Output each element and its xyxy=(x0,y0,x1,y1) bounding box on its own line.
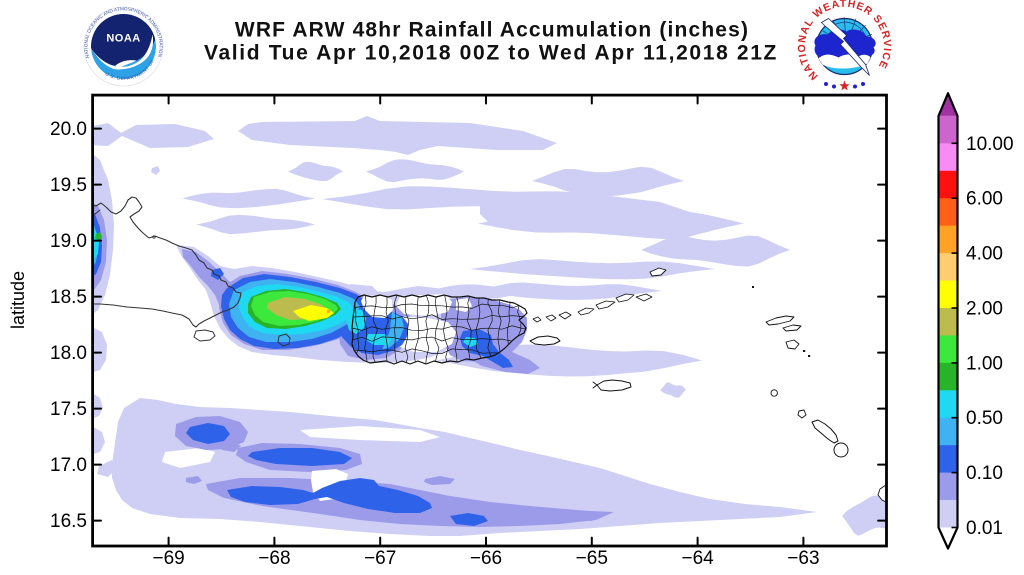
svg-text:17.0: 17.0 xyxy=(50,455,87,476)
svg-text:0.01: 0.01 xyxy=(966,518,1003,539)
svg-text:−63: −63 xyxy=(787,548,819,569)
svg-text:Valid Tue Apr 10,2018 00Z to W: Valid Tue Apr 10,2018 00Z to Wed Apr 11,… xyxy=(204,42,778,65)
svg-text:10.00: 10.00 xyxy=(966,134,1014,155)
svg-text:6.00: 6.00 xyxy=(966,189,1003,210)
svg-text:−66: −66 xyxy=(470,548,502,569)
svg-text:19.0: 19.0 xyxy=(50,231,87,252)
svg-text:4.00: 4.00 xyxy=(966,244,1003,265)
svg-text:−69: −69 xyxy=(152,548,184,569)
svg-text:0.50: 0.50 xyxy=(966,408,1003,429)
svg-text:WRF ARW 48hr Rainfall Accumula: WRF ARW 48hr Rainfall Accumulation (inch… xyxy=(235,19,749,42)
svg-text:16.5: 16.5 xyxy=(50,511,87,532)
svg-text:−64: −64 xyxy=(681,548,714,569)
svg-text:20.0: 20.0 xyxy=(50,119,87,140)
svg-text:−65: −65 xyxy=(576,548,608,569)
svg-text:1.00: 1.00 xyxy=(966,353,1003,374)
svg-text:18.5: 18.5 xyxy=(50,287,87,308)
svg-text:19.5: 19.5 xyxy=(50,175,87,196)
svg-text:2.00: 2.00 xyxy=(966,299,1003,320)
svg-text:18.0: 18.0 xyxy=(50,343,87,364)
svg-text:latitude: latitude xyxy=(8,271,28,329)
svg-text:17.5: 17.5 xyxy=(50,399,87,420)
svg-text:0.10: 0.10 xyxy=(966,463,1003,484)
svg-text:−67: −67 xyxy=(364,548,396,569)
svg-text:−68: −68 xyxy=(258,548,290,569)
svg-text:NOAA: NOAA xyxy=(106,33,140,45)
